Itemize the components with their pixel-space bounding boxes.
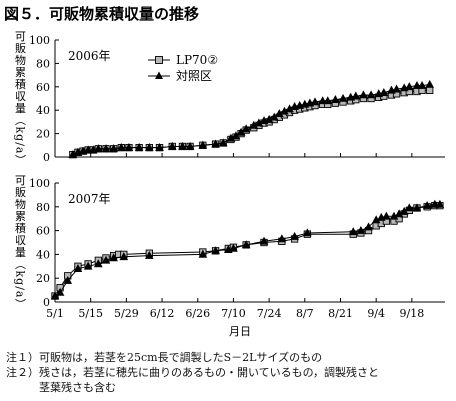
series-point-control bbox=[412, 203, 422, 212]
series-point-control bbox=[382, 211, 391, 220]
series-point-control bbox=[366, 90, 376, 99]
y-axis-label: 可販物累積収量（kg/a） bbox=[14, 31, 27, 167]
series-point-control bbox=[134, 143, 144, 151]
series-point-control bbox=[109, 144, 118, 153]
series-point-control bbox=[405, 82, 414, 91]
series-point-control bbox=[101, 255, 111, 264]
series-point-control bbox=[167, 141, 177, 150]
x-tick-label: 6/12 bbox=[150, 307, 175, 320]
series-point-control bbox=[211, 246, 220, 255]
series-point-control bbox=[359, 90, 368, 99]
chart-panel-1: 0 20 40 60 80 100 5/1 5/15 5/29 6/12 6/26 7/10 7/24 8… bbox=[14, 175, 445, 320]
series-point-control bbox=[116, 143, 126, 151]
series-point-control bbox=[364, 222, 373, 231]
note-3: 茎葉残さも含む bbox=[6, 381, 116, 394]
series-point-control bbox=[412, 81, 422, 89]
y-tick-label: 40 bbox=[36, 104, 50, 117]
series-point-control bbox=[259, 236, 269, 245]
series-point-control bbox=[435, 199, 445, 208]
x-tick-label: 5/15 bbox=[78, 307, 103, 320]
x-axis-label: 月日 bbox=[229, 325, 251, 338]
legend-label: 対照区 bbox=[176, 69, 212, 83]
series-point-control bbox=[55, 287, 65, 296]
panel-year-label: 2007年 bbox=[68, 192, 111, 206]
series-point-control bbox=[198, 249, 208, 258]
series-point-control bbox=[277, 234, 287, 243]
x-tick-label: 7/10 bbox=[221, 307, 246, 320]
series-point-control bbox=[425, 79, 435, 88]
series-point-control bbox=[392, 84, 401, 93]
series-point-control bbox=[94, 144, 103, 153]
series-point-control bbox=[331, 95, 340, 103]
series-point-control bbox=[211, 139, 220, 148]
y-axis-label: 可販物累積収量（kg/a） bbox=[14, 175, 27, 311]
series-point-control bbox=[310, 97, 320, 106]
y-tick-label: 0 bbox=[43, 296, 50, 309]
series-point-control bbox=[185, 141, 195, 150]
y-tick-label: 20 bbox=[36, 128, 50, 141]
series-point-control bbox=[241, 240, 251, 249]
series-point-control bbox=[229, 243, 238, 252]
y-tick-label: 40 bbox=[36, 248, 50, 261]
series-point-control bbox=[318, 96, 327, 105]
series-point-control bbox=[351, 91, 361, 100]
series-point-control bbox=[198, 140, 208, 149]
y-tick-label: 60 bbox=[36, 225, 50, 238]
series-point-control bbox=[379, 88, 389, 96]
series-point-control bbox=[338, 93, 348, 102]
x-tick-label: 5/29 bbox=[114, 307, 139, 320]
y-tick-label: 60 bbox=[36, 81, 50, 94]
y-tick-label: 80 bbox=[36, 57, 50, 70]
series-point-control bbox=[356, 225, 366, 234]
legend-marker-lp70 bbox=[155, 56, 163, 64]
legend-marker-control bbox=[155, 71, 163, 79]
series-point-control bbox=[290, 231, 299, 240]
x-tick-label: 9/4 bbox=[367, 307, 385, 320]
x-tick-label: 7/24 bbox=[257, 307, 282, 320]
series-point-control bbox=[101, 144, 111, 153]
series-point-control bbox=[430, 199, 440, 208]
series-point-control bbox=[241, 124, 251, 133]
series-point-control bbox=[145, 250, 154, 259]
series-point-control bbox=[417, 81, 427, 89]
y-tick-label: 0 bbox=[43, 151, 50, 164]
series-point-control bbox=[63, 275, 73, 284]
note-2: 注２）残さは，若茎に穂先に曲りのあるもの・開いているもの，調製残さと bbox=[6, 366, 380, 379]
note-1: 注１）可販物は，若茎を25cm長で調製したS－2Lサイズのもの bbox=[6, 351, 323, 364]
series-point-control bbox=[83, 261, 93, 270]
x-tick-label: 9/18 bbox=[400, 307, 425, 320]
y-tick-label: 80 bbox=[36, 201, 50, 214]
x-tick-label: 5/1 bbox=[46, 307, 64, 320]
series-point-control bbox=[422, 200, 432, 209]
legend-label: LP70② bbox=[176, 53, 218, 67]
y-tick-label: 100 bbox=[29, 177, 50, 190]
series-point-control bbox=[348, 227, 358, 236]
series-point-control bbox=[109, 253, 118, 262]
panel-year-label: 2006年 bbox=[68, 49, 111, 63]
x-tick-label: 6/26 bbox=[185, 307, 210, 320]
x-tick-label: 8/21 bbox=[328, 307, 353, 320]
series-point-control bbox=[405, 203, 414, 212]
series-point-control bbox=[145, 143, 154, 151]
x-tick-label: 8/7 bbox=[296, 307, 314, 320]
y-tick-label: 100 bbox=[29, 34, 50, 47]
series-point-control bbox=[155, 143, 164, 151]
series-point-control bbox=[73, 264, 83, 272]
series-point-control bbox=[124, 143, 134, 151]
series-point-control bbox=[323, 96, 333, 105]
series-point-lp70 bbox=[426, 86, 434, 94]
series-point-control bbox=[178, 141, 187, 150]
series-point-control bbox=[83, 145, 93, 154]
figure-title: 図５．可販物累積収量の推移 bbox=[4, 5, 199, 23]
series-point-control bbox=[303, 228, 312, 237]
series-point-control bbox=[119, 252, 129, 261]
y-tick-label: 20 bbox=[36, 272, 50, 285]
series-point-control bbox=[218, 138, 228, 147]
series-point-control bbox=[94, 259, 103, 268]
